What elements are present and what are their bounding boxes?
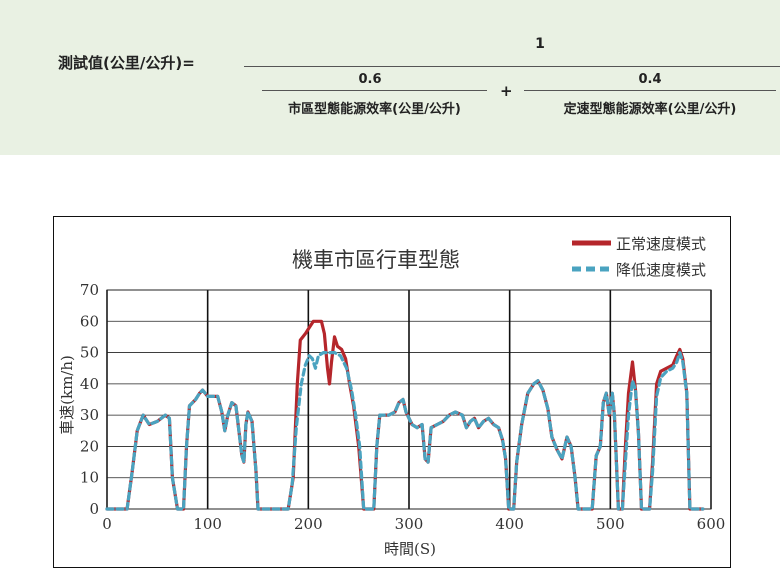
x-tick-label: 500 <box>596 515 625 533</box>
x-axis-label: 時間(S) <box>384 540 436 558</box>
x-tick-label: 0 <box>102 515 112 533</box>
plot-area-border <box>106 289 712 510</box>
legend-label: 降低速度模式 <box>616 261 706 279</box>
term1-denominator: 市區型態能源效率(公里/公升) <box>288 102 461 117</box>
y-tick-label: 30 <box>80 406 99 424</box>
chart-series <box>105 319 705 511</box>
y-tick-label: 10 <box>80 469 99 487</box>
formula-numerator: 1 <box>535 36 545 52</box>
formula-plus: + <box>500 82 513 100</box>
term1-numerator: 0.6 <box>358 72 382 87</box>
term2-denominator: 定速型態能源效率(公里/公升) <box>563 102 737 117</box>
term1-fraction-bar <box>262 90 487 91</box>
series-reduced-speed <box>105 351 705 511</box>
formula-panel: 測試值(公里/公升)= 1 0.6 市區型態能源效率(公里/公升) + 0.4 … <box>0 0 780 155</box>
y-tick-label: 50 <box>80 344 99 362</box>
y-tick-label: 20 <box>80 437 99 455</box>
x-tick-label: 200 <box>294 515 323 533</box>
y-tick-label: 0 <box>89 500 99 518</box>
term2-fraction-bar <box>524 90 776 91</box>
chart-axes: 0 10 20 30 40 50 60 70 0 100 200 300 400 500 600 <box>80 281 725 533</box>
chart-frame: 0 10 20 30 40 50 60 70 0 100 200 300 400 500 600 機車市區行… <box>53 216 731 568</box>
chart-title: 機車市區行車型態 <box>292 248 460 272</box>
y-axis-label: 車速(km/h) <box>58 355 76 435</box>
x-tick-label: 100 <box>193 515 222 533</box>
chart-grid <box>106 289 712 510</box>
x-tick-label: 400 <box>495 515 524 533</box>
speed-chart: 0 10 20 30 40 50 60 70 0 100 200 300 400 500 600 機車市區行… <box>58 235 725 558</box>
formula-main-fraction-bar <box>244 66 780 67</box>
term2-numerator: 0.4 <box>638 72 662 87</box>
formula-lhs: 測試值(公里/公升)= <box>58 54 195 72</box>
y-tick-label: 60 <box>80 312 99 330</box>
x-tick-label: 300 <box>395 515 424 533</box>
y-tick-label: 70 <box>80 281 99 299</box>
y-tick-label: 40 <box>80 375 99 393</box>
x-tick-label: 600 <box>697 515 726 533</box>
legend-label: 正常速度模式 <box>616 235 706 253</box>
